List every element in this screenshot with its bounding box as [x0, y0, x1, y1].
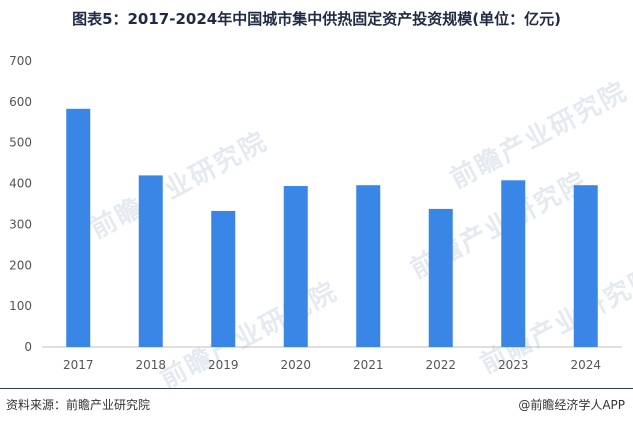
y-tick-label: 0: [24, 340, 32, 354]
bar-2021: [356, 185, 381, 347]
y-tick-label: 100: [9, 299, 32, 313]
x-tick-label: 2022: [425, 358, 456, 372]
source-note: 资料来源：前瞻产业研究院: [6, 398, 151, 412]
bar-2023: [501, 180, 526, 347]
y-tick-label: 300: [9, 217, 32, 231]
y-tick-label: 200: [9, 258, 32, 272]
x-tick-label: 2024: [570, 358, 601, 372]
bar-2018: [138, 175, 163, 347]
bar-2020: [283, 186, 308, 347]
bar-2019: [211, 210, 236, 347]
y-tick-label: 700: [9, 54, 32, 68]
x-tick-label: 2018: [135, 358, 166, 372]
y-tick-label: 400: [9, 177, 32, 191]
y-tick-label: 600: [9, 95, 32, 109]
x-tick-label: 2020: [280, 358, 311, 372]
chart-title: 图表5：2017-2024年中国城市集中供热固定资产投资规模(单位：亿元): [72, 10, 561, 28]
x-tick-label: 2017: [63, 358, 94, 372]
bar-2017: [66, 108, 91, 347]
x-tick-label: 2023: [498, 358, 529, 372]
x-tick-label: 2019: [208, 358, 239, 372]
x-tick-label: 2021: [353, 358, 384, 372]
bar-chart: 0 100 200 300 400 500 600 700 2017 2018 2019 2020 20…: [9, 54, 622, 372]
bar-2024: [573, 185, 598, 347]
y-tick-label: 500: [9, 136, 32, 150]
footer-rule: [0, 388, 633, 389]
bar-2022: [428, 208, 453, 347]
credit-note: @前瞻经济学人APP: [518, 398, 625, 412]
